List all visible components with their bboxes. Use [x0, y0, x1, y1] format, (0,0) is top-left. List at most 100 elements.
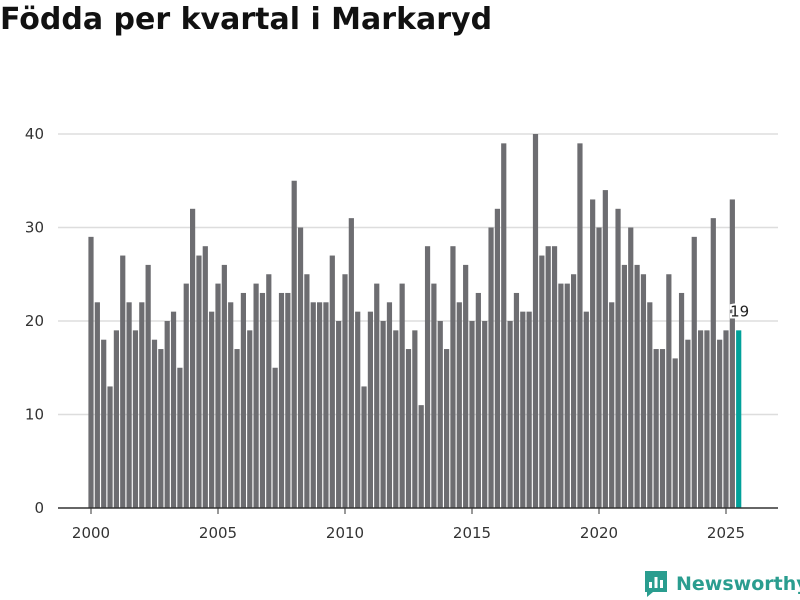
newsworthy-logo-icon [645, 571, 667, 597]
bar [424, 246, 431, 508]
bar [215, 283, 221, 508]
bar [126, 302, 132, 508]
bar [310, 302, 316, 508]
bar [329, 255, 335, 508]
bar [685, 339, 691, 508]
x-tick-label: 2010 [326, 524, 364, 542]
x-tick-label: 2005 [199, 524, 237, 542]
bar [583, 311, 589, 508]
bar [272, 367, 278, 508]
bar [558, 283, 564, 508]
bar [88, 236, 94, 508]
bar [628, 227, 634, 508]
bar [551, 246, 558, 508]
bar [285, 292, 291, 508]
bar [437, 321, 443, 508]
bar [170, 311, 177, 508]
bar [456, 302, 462, 508]
bar [672, 358, 678, 508]
bar [317, 302, 323, 508]
bar [463, 264, 469, 508]
data-labels: 19 [728, 300, 751, 322]
bar [183, 283, 189, 508]
bar [539, 255, 545, 508]
bar [450, 246, 456, 508]
y-tick-label: 0 [34, 499, 44, 517]
y-tick-label: 40 [25, 125, 44, 143]
bar [399, 283, 405, 508]
bar [304, 274, 310, 508]
bar [475, 292, 481, 508]
bar [266, 274, 272, 508]
bar [247, 330, 253, 508]
bar [101, 339, 107, 508]
bar [355, 311, 361, 508]
x-axis: 2000 2005 2010 2015 2020 2025 [58, 507, 778, 542]
brand-logo: Newsworthy [644, 568, 800, 600]
bar [482, 321, 488, 508]
bar [177, 367, 183, 508]
bar [405, 349, 412, 508]
bar [513, 292, 520, 508]
bar [196, 255, 202, 508]
bar [545, 246, 551, 508]
y-tick-label: 20 [25, 312, 44, 330]
bar [571, 274, 577, 508]
bar [221, 264, 227, 508]
bar [240, 292, 246, 508]
x-tick-label: 2025 [707, 524, 745, 542]
bar [291, 180, 297, 508]
bar [520, 311, 526, 508]
bar [412, 330, 418, 508]
bar [698, 330, 704, 508]
bar [590, 199, 596, 508]
bar [132, 330, 139, 508]
bar-series [88, 134, 742, 509]
bar [336, 321, 342, 508]
bar [729, 199, 735, 508]
bar [469, 321, 475, 508]
bar [190, 208, 196, 509]
bar [431, 283, 437, 508]
y-axis: 0 10 20 30 40 [25, 125, 44, 517]
highlight-value-label: 19 [730, 302, 749, 320]
x-tick-label: 2000 [72, 524, 110, 542]
bar [418, 405, 424, 508]
bar [145, 264, 151, 508]
bar [717, 339, 723, 508]
bar [621, 264, 627, 508]
bar [393, 330, 399, 508]
y-tick-label: 10 [25, 406, 44, 424]
bar [596, 227, 602, 508]
bar [704, 330, 710, 508]
bar [564, 283, 570, 508]
x-tick-label: 2020 [580, 524, 618, 542]
bar [678, 292, 685, 508]
bar [259, 292, 266, 508]
bar [342, 274, 348, 508]
bar [120, 255, 126, 508]
bar [297, 227, 304, 508]
bar [532, 134, 539, 508]
bar [507, 321, 513, 508]
bar [691, 236, 697, 508]
bar [139, 302, 145, 508]
bar [602, 190, 608, 508]
bar [647, 302, 653, 508]
brand-name: Newsworthy [676, 573, 800, 595]
bar [488, 227, 494, 508]
bar [164, 321, 170, 508]
bar [253, 283, 259, 508]
bar [367, 311, 373, 508]
bar [577, 143, 583, 508]
bar [501, 143, 507, 508]
y-tick-label: 30 [25, 219, 44, 237]
bar [107, 386, 113, 508]
bar [374, 283, 380, 508]
bar [209, 311, 215, 508]
x-tick-label: 2015 [453, 524, 491, 542]
bar [348, 218, 354, 508]
bar [386, 302, 393, 508]
bar [526, 311, 532, 508]
